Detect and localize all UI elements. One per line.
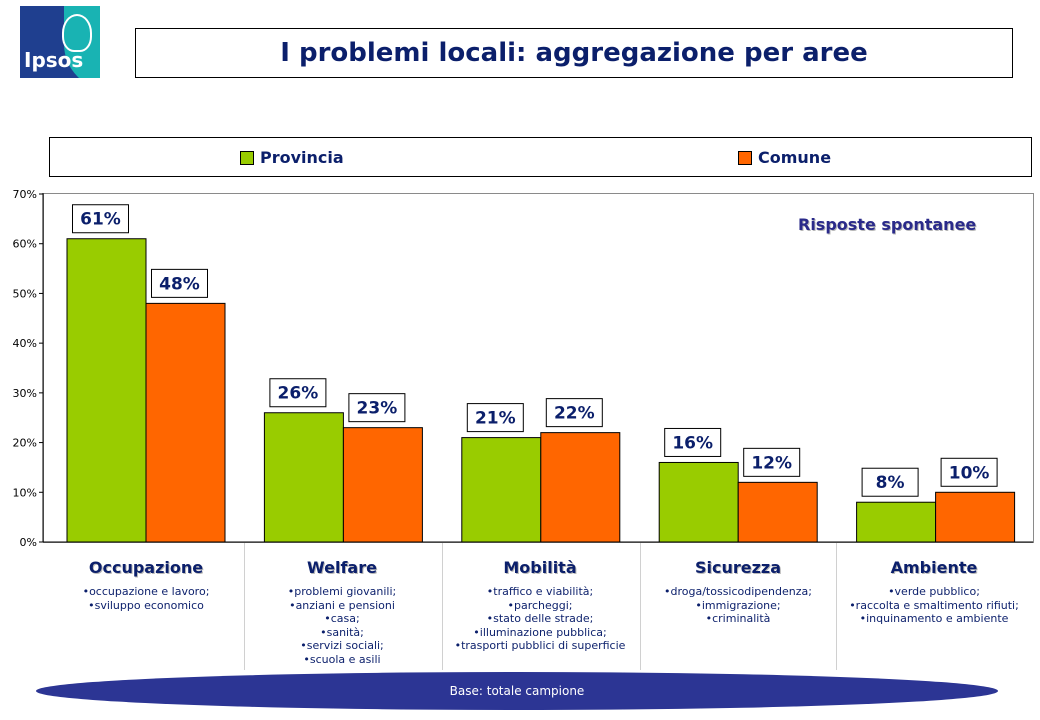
category-description-line: •stato delle strade; [486,612,594,625]
data-label-box [664,427,722,457]
y-tick-label: 50% [13,287,37,300]
category-separator [244,543,245,670]
ipsos-logo: Ipsos [20,6,100,78]
data-label: 48% [159,274,200,294]
risposte-annotation: Risposte spontanee [798,215,977,234]
category-label: Welfare [307,558,377,577]
bar-provincia-2 [461,437,542,543]
y-tick-label: 60% [13,238,37,251]
bar-provincia-0 [66,238,147,543]
category-description-line: •trasporti pubblici di superficie [454,639,626,652]
category-label: Sicurezza [694,558,782,577]
bar-provincia-1 [263,412,344,543]
category-description-line: •traffico e viabilità; [486,585,594,598]
data-label: 26% [278,384,319,404]
bar-comune-0 [145,302,226,543]
y-tick-label: 0% [20,536,37,549]
y-tick-label: 20% [13,437,37,450]
data-label-box [348,393,406,423]
legend-swatch-provincia [240,150,254,165]
page-title: I problemi locali: aggregazione per aree [280,38,868,68]
legend-item-provincia: Provincia [240,148,344,167]
legend-item-comune: Comune [738,148,831,167]
category-label: Ambiente [890,558,978,577]
title-box: I problemi locali: aggregazione per aree [135,28,1013,78]
y-tick-label: 30% [13,387,37,400]
data-label: 22% [554,404,595,424]
base-note-ellipse: Base: totale campione [36,672,998,710]
data-label: 23% [357,399,398,419]
category-description-line: •sviluppo economico [88,598,204,612]
category-description-line: •problemi giovanili; [287,585,397,598]
data-label: 21% [475,409,516,429]
base-note: Base: totale campione [449,684,585,698]
category-description-line: •illuminazione pubblica; [473,625,607,639]
legend-swatch-comune [738,150,752,165]
data-label: 10% [949,463,990,483]
category-description-line: •verde pubblico; [888,585,980,598]
data-label-box [861,467,919,497]
category-description-line: •parcheggi; [507,598,573,612]
category-description-line: •raccolta e smaltimento rifiuti; [849,598,1019,612]
category-description-line: •criminalità [705,612,771,625]
y-tick-label: 40% [13,337,37,350]
legend-label-provincia: Provincia [260,148,344,167]
data-label: 61% [80,210,121,230]
category-description: •occupazione e lavoro; •sviluppo economic… [48,585,244,612]
bar-provincia-3 [658,461,739,543]
y-tick-label: 10% [13,486,37,499]
category-separator [640,543,641,670]
logo-head-icon [62,14,92,52]
category-description-line: •servizi sociali; [300,639,384,652]
data-label-box [940,457,998,487]
data-label: 16% [672,433,713,453]
category-description-line: •scuola e asili [303,652,381,666]
category-description: •verde pubblico; •raccolta e smaltimento … [836,585,1032,626]
data-label-box [269,378,327,408]
category-separator [836,543,837,670]
category-description-line: •droga/tossicodipendenza; [664,585,812,598]
data-label-box [466,403,524,433]
bar-provincia-4 [856,501,937,543]
category-label: Mobilità [503,558,577,577]
category-separator [442,543,443,670]
category-description: •traffico e viabilità; •parcheggi; •stato … [442,585,638,653]
bar-comune-1 [342,427,423,543]
category-description: •problemi giovanili; •anziani e pensioni •… [244,585,440,666]
legend: Provincia Comune [49,137,1032,177]
category-label: Occupazione [88,558,204,577]
data-label-box [151,268,208,298]
category-description-line: •occupazione e lavoro; [82,585,210,598]
logo-text: Ipsos [24,48,84,72]
data-label-box [743,447,801,477]
bar-chart: 0% 10% 20% 30% 40% 50% 60% 70% 61% 48% 26% 23% 21% 22… [13,188,1033,549]
legend-label-comune: Comune [758,148,832,167]
category-description-line: •inquinamento e ambiente [859,612,1009,625]
category-description-line: •anziani e pensioni [289,598,395,612]
y-tick-label: 70% [13,188,37,201]
data-label: 8% [876,473,905,493]
bar-comune-4 [935,491,1016,543]
bar-comune-2 [540,432,621,543]
category-description-line: •casa; [324,612,360,625]
data-label: 12% [751,453,792,473]
data-label-box [72,204,129,234]
data-label-box [545,398,603,428]
category-description-line: •immigrazione; [695,598,781,612]
category-description: •droga/tossicodipendenza; •immigrazione; •… [640,585,836,626]
category-description-line: •sanità; [320,625,364,639]
bar-comune-3 [737,481,818,543]
